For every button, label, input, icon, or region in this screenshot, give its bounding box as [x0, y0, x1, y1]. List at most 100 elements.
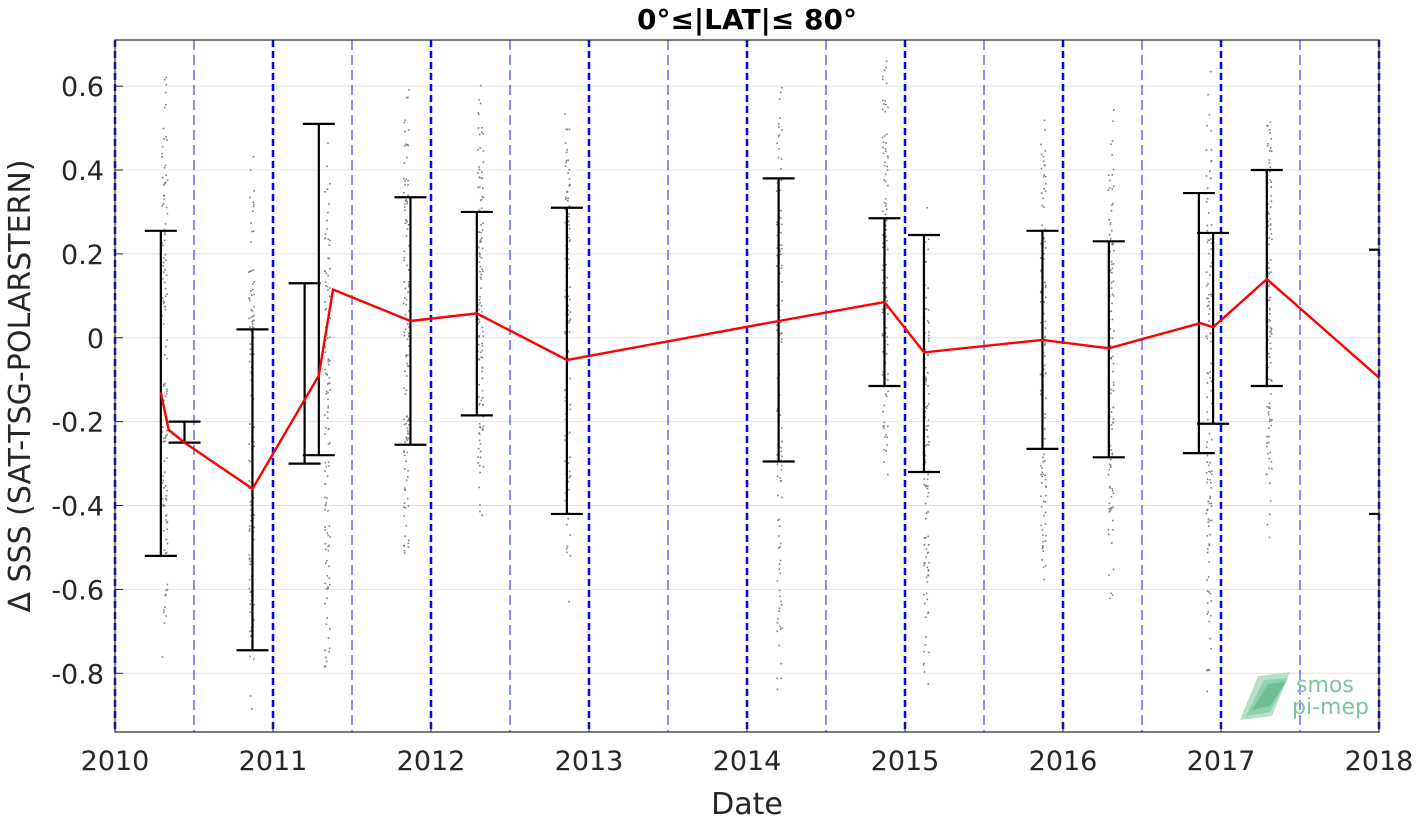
data-point	[407, 365, 409, 367]
data-point	[564, 438, 567, 441]
data-point	[1110, 143, 1112, 146]
data-point	[478, 464, 481, 467]
data-point	[329, 536, 331, 538]
data-point	[407, 505, 410, 507]
data-point	[1268, 318, 1270, 321]
data-point	[1206, 478, 1209, 481]
data-point	[1206, 509, 1208, 512]
data-point	[1039, 257, 1042, 259]
data-point	[249, 460, 252, 463]
data-point	[165, 515, 167, 517]
data-point	[1108, 508, 1110, 510]
data-point	[1108, 463, 1111, 466]
data-point	[925, 485, 927, 488]
data-point	[564, 418, 567, 421]
data-point	[885, 286, 888, 289]
data-point	[478, 486, 480, 489]
data-point	[327, 142, 329, 144]
data-point	[326, 575, 329, 577]
data-point	[248, 528, 251, 530]
data-point	[776, 630, 778, 633]
data-point	[327, 443, 330, 446]
data-point	[326, 337, 329, 340]
data-point	[165, 76, 168, 79]
data-point	[166, 339, 168, 341]
data-point	[165, 551, 168, 554]
data-point	[924, 454, 926, 457]
data-point	[924, 616, 927, 619]
data-point	[482, 161, 485, 163]
data-point	[1109, 238, 1112, 240]
data-point	[250, 519, 252, 522]
data-point	[163, 182, 166, 184]
data-point	[1110, 229, 1113, 232]
data-point	[1041, 204, 1043, 207]
data-point	[407, 437, 410, 440]
data-point	[249, 560, 252, 563]
data-point	[887, 379, 889, 381]
data-point	[403, 192, 405, 194]
data-point	[1044, 320, 1047, 323]
data-point	[927, 683, 930, 685]
data-point	[480, 223, 482, 226]
data-point	[324, 433, 326, 436]
data-point	[924, 410, 927, 413]
data-point	[324, 308, 327, 311]
data-point	[328, 461, 330, 464]
data-point	[248, 480, 251, 482]
data-point	[1045, 284, 1047, 287]
data-point	[403, 549, 406, 552]
data-point	[1269, 206, 1272, 208]
data-point	[478, 176, 481, 179]
data-point	[1113, 249, 1115, 252]
data-point	[776, 304, 778, 307]
data-point	[1110, 260, 1113, 263]
data-point	[1109, 510, 1112, 512]
data-point	[478, 133, 481, 136]
data-point	[479, 426, 482, 429]
data-point	[1269, 335, 1271, 338]
data-point	[1206, 535, 1209, 537]
data-point	[477, 456, 479, 458]
data-point	[404, 209, 406, 212]
data-point	[1040, 505, 1043, 508]
data-point	[404, 180, 406, 182]
data-point	[781, 223, 783, 226]
data-point	[250, 626, 253, 629]
data-point	[406, 430, 409, 432]
data-point	[162, 299, 164, 302]
data-point	[406, 200, 409, 203]
data-point	[162, 202, 165, 205]
data-point	[248, 360, 251, 363]
data-point	[478, 261, 481, 263]
data-point	[1205, 446, 1208, 448]
data-point	[778, 126, 780, 128]
data-point	[885, 449, 887, 452]
data-point	[403, 387, 405, 389]
data-point	[1265, 473, 1268, 476]
data-point	[479, 241, 481, 244]
data-point	[1270, 232, 1273, 235]
data-point	[925, 444, 928, 446]
data-point	[481, 377, 484, 380]
data-point	[1107, 528, 1110, 531]
data-point	[780, 469, 783, 471]
data-point	[1268, 243, 1270, 246]
y-tick-label: 0.6	[61, 72, 104, 103]
data-point	[404, 468, 406, 470]
data-point	[478, 422, 481, 425]
data-point	[165, 589, 168, 592]
data-point	[249, 525, 251, 528]
data-point	[776, 142, 778, 145]
data-point	[164, 382, 166, 385]
data-point	[1043, 364, 1046, 367]
data-point	[1111, 452, 1113, 455]
data-point	[324, 281, 327, 283]
data-point	[480, 131, 483, 134]
data-point	[164, 281, 166, 284]
data-point	[924, 502, 927, 505]
data-point	[1041, 559, 1043, 561]
data-point	[406, 354, 409, 357]
data-point	[481, 367, 484, 369]
data-point	[250, 504, 252, 507]
